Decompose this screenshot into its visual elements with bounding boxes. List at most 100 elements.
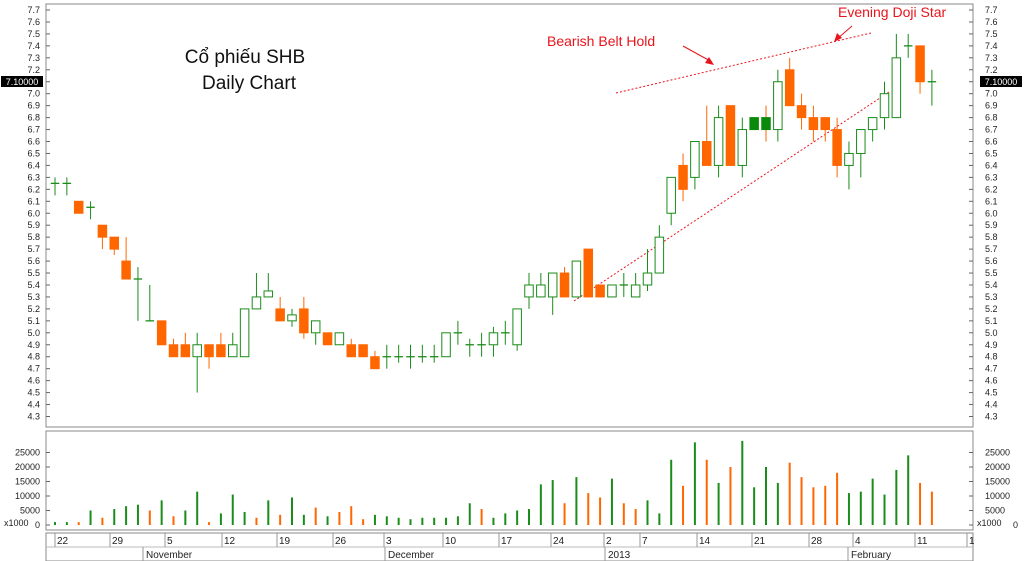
candle-body xyxy=(524,284,534,298)
candle-body xyxy=(915,45,925,83)
price-axis-right: 4.3 4.4 4.5 4.6 4.7 4.8 4.9 5.0 5.1 5.2 5.3 5.4 5.5 5… xyxy=(969,5,998,422)
y-tick-label-left: 5.4 xyxy=(27,280,40,290)
y-tick-label-right: 4.5 xyxy=(985,388,998,398)
date-tick-label: 10 xyxy=(445,536,457,547)
y-tick-label-right: 6.1 xyxy=(985,196,998,206)
y-tick-label-right: 6.6 xyxy=(985,137,998,147)
candle-body xyxy=(536,284,546,298)
y-tick-label-right: 5.1 xyxy=(985,316,998,326)
y-tick-label-left: 5.6 xyxy=(27,256,40,266)
date-tick-label: 12 xyxy=(224,536,236,547)
candle-body xyxy=(168,344,179,358)
y-tick-label-left: 6.8 xyxy=(27,113,40,123)
candle-body xyxy=(879,93,890,119)
candle-body xyxy=(654,236,665,274)
y-tick-label-right: 4.3 xyxy=(985,412,998,422)
annotation-bearish-belt-hold: Bearish Belt Hold xyxy=(547,33,655,49)
candle-body xyxy=(595,284,605,298)
candle-body xyxy=(773,81,783,131)
y-tick-label-left: 5.3 xyxy=(27,292,40,302)
y-tick-label-right: 4.6 xyxy=(985,376,998,386)
candle xyxy=(501,320,510,345)
candle-body xyxy=(287,314,297,322)
candle-body xyxy=(678,164,688,190)
candle xyxy=(239,308,250,358)
date-tick-label: 24 xyxy=(553,536,565,547)
svg-text:7.10000: 7.10000 xyxy=(6,77,39,87)
candle-body xyxy=(856,129,866,154)
candle xyxy=(867,117,878,142)
date-tick-label: 28 xyxy=(811,536,823,547)
candle xyxy=(844,141,854,190)
candle-body xyxy=(820,117,830,131)
candle-body xyxy=(251,296,262,310)
y-tick-label-left: 6.3 xyxy=(27,172,40,182)
y-tick-label-right: 7.2 xyxy=(985,65,998,75)
candle-body xyxy=(346,344,356,358)
y-tick-label-right: 6.8 xyxy=(985,113,998,123)
candle xyxy=(607,284,617,298)
y-tick-label-left: 6.4 xyxy=(27,160,40,170)
candle xyxy=(690,141,700,190)
candle-body xyxy=(441,332,451,358)
candle xyxy=(133,267,143,321)
candle xyxy=(642,249,653,291)
candle xyxy=(583,248,593,298)
y-tick-label-right: 5.3 xyxy=(985,292,998,302)
y-tick-label-right: 4.9 xyxy=(985,340,998,350)
candle-body xyxy=(583,248,593,298)
volume-tick-label-left: 5000 xyxy=(20,506,40,516)
candle-body xyxy=(690,141,700,178)
candle-body xyxy=(322,332,333,346)
y-tick-label-right: 4.4 xyxy=(985,400,998,410)
annotation-evening-doji-star: Evening Doji Star xyxy=(838,4,947,20)
candle-body xyxy=(310,320,321,334)
date-tick-label: 14 xyxy=(699,536,711,547)
y-tick-label-left: 7.3 xyxy=(27,53,40,63)
date-tick-label: 4 xyxy=(855,536,861,547)
candle xyxy=(287,308,297,327)
month-label: November xyxy=(146,550,193,561)
volume-tick-label-right: 5000 xyxy=(985,506,1005,516)
candle xyxy=(370,350,380,370)
candle xyxy=(761,105,771,142)
y-tick-label-left: 6.6 xyxy=(27,137,40,147)
date-tick-label: 11 xyxy=(917,536,928,547)
candle xyxy=(477,332,486,357)
y-tick-label-left: 7.0 xyxy=(27,89,40,99)
y-tick-label-left: 6.9 xyxy=(27,101,40,111)
volume-tick-label-right: 0 xyxy=(1013,520,1018,530)
date-tick-label: 22 xyxy=(57,536,69,547)
candle xyxy=(654,225,665,274)
month-label: February xyxy=(851,550,891,561)
candle xyxy=(820,117,830,142)
candle-body xyxy=(761,117,771,131)
candle-body xyxy=(109,236,119,250)
price-axis-left: 4.3 4.4 4.5 4.6 4.7 4.8 4.9 5.0 5.1 5.2 5.3 5.4 5.5 5… xyxy=(27,5,50,422)
y-tick-label-left: 4.6 xyxy=(27,376,40,386)
candle xyxy=(322,332,333,346)
date-tick-label: 2 xyxy=(606,536,612,547)
y-tick-label-right: 5.9 xyxy=(985,220,998,230)
candle-body xyxy=(204,344,214,358)
candle xyxy=(713,105,724,178)
y-tick-label-left: 6.2 xyxy=(27,184,40,194)
y-tick-label-right: 5.2 xyxy=(985,304,998,314)
candle-body xyxy=(630,284,641,298)
candle-body xyxy=(642,272,653,286)
candle xyxy=(808,105,819,142)
candle-body xyxy=(180,344,191,358)
candle xyxy=(192,332,202,393)
y-tick-label-right: 7.3 xyxy=(985,53,998,63)
candle xyxy=(382,344,392,369)
candle xyxy=(216,332,226,358)
candle xyxy=(453,320,463,345)
y-tick-label-right: 5.0 xyxy=(985,328,998,338)
candle xyxy=(559,267,570,298)
y-tick-label-left: 5.0 xyxy=(27,328,40,338)
volume-bars-group xyxy=(54,440,933,525)
y-tick-label-right: 5.6 xyxy=(985,256,998,266)
date-tick-label: 21 xyxy=(754,536,766,547)
volume-tick-label-right: 15000 xyxy=(985,477,1010,487)
